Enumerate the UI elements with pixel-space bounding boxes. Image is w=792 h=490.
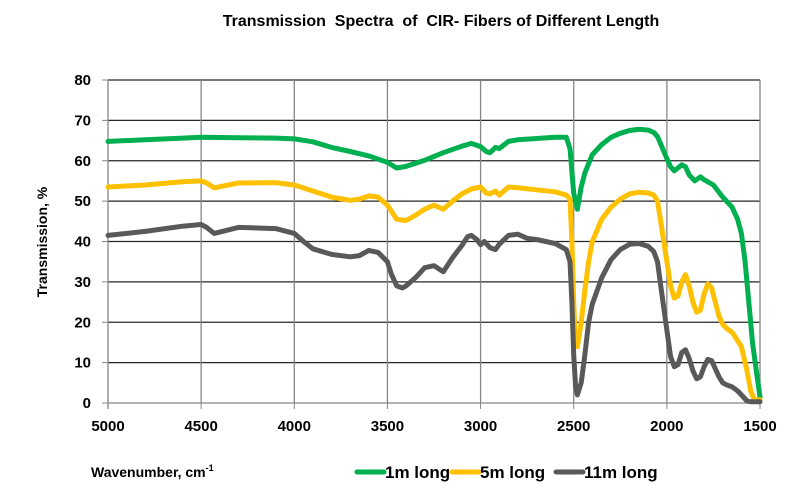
series-line-1m-long — [105, 126, 763, 400]
y-tick-labels: 0 10 20 30 40 50 60 70 80 — [74, 72, 91, 412]
series-lines — [105, 126, 763, 405]
y-tick-label: 0 — [83, 395, 91, 412]
x-tick-label: 4000 — [278, 418, 311, 435]
y-tick-label: 10 — [74, 355, 91, 372]
legend-label: 11m long — [584, 463, 658, 482]
axes — [102, 79, 761, 409]
x-axis-label-superscript: -1 — [206, 463, 214, 473]
x-tick-label: 5000 — [91, 418, 124, 435]
chart-title: Transmission Spectra of CIR- Fibers of D… — [223, 13, 660, 30]
x-tick-label: 2500 — [557, 418, 590, 435]
y-tick-label: 30 — [74, 274, 91, 291]
y-tick-label: 40 — [74, 234, 91, 251]
x-tick-label: 4500 — [184, 418, 217, 435]
legend: 1m long 5m long 11m long — [354, 463, 658, 482]
y-tick-label: 60 — [74, 153, 91, 170]
legend-item: 1m long — [354, 463, 450, 482]
y-tick-label: 70 — [74, 112, 91, 129]
x-tick-label: 3000 — [464, 418, 497, 435]
x-tick-label: 2000 — [650, 418, 683, 435]
legend-label: 5m long — [480, 463, 545, 482]
y-tick-label: 80 — [74, 72, 91, 89]
x-tick-labels: 5000 4500 4000 3500 3000 2500 2000 1500 — [91, 418, 776, 435]
y-axis-label: Transmission, % — [34, 186, 50, 297]
y-tick-label: 20 — [74, 314, 91, 331]
legend-item: 11m long — [553, 463, 658, 482]
series-line-11m-long — [105, 222, 763, 405]
x-axis-label-text: Wavenumber, cm — [91, 464, 206, 480]
legend-label: 1m long — [385, 463, 450, 482]
x-tick-label: 3500 — [371, 418, 404, 435]
legend-item: 5m long — [449, 463, 545, 482]
x-axis-label: Wavenumber, cm-1 — [91, 463, 214, 480]
y-tick-label: 50 — [74, 193, 91, 210]
x-tick-label: 1500 — [743, 418, 776, 435]
